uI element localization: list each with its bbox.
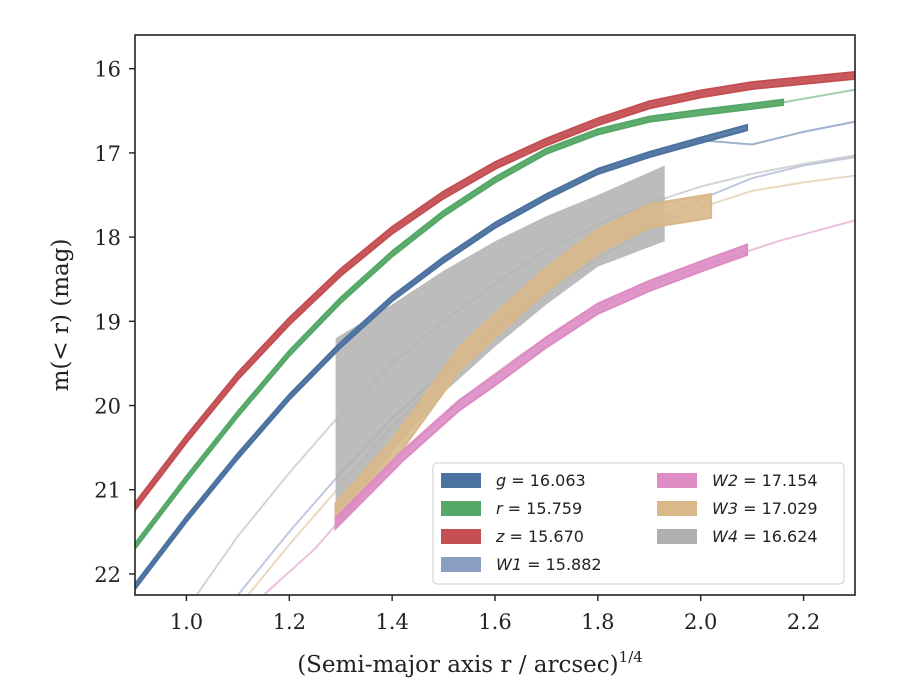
legend-frame: [432, 462, 845, 585]
legend-swatch-w3: [657, 501, 697, 516]
x-tick-label: 1.4: [375, 610, 408, 634]
y-tick-label: 17: [94, 142, 121, 166]
legend-label-z: z = 15.670: [495, 527, 584, 546]
x-tick-label: 1.6: [478, 610, 511, 634]
band-z: [135, 70, 855, 512]
x-tick-label: 2.0: [684, 610, 717, 634]
y-axis-label: m(< r) (mag): [48, 239, 74, 392]
legend-swatch-w4: [657, 529, 697, 544]
legend-label-g: g = 16.063: [496, 471, 586, 490]
legend: g = 16.063 r = 15.759 z = 15.670 W1 = 15.88…: [432, 462, 845, 585]
legend-swatch-w2: [657, 473, 697, 488]
legend-label-w2: W2 = 17.154: [712, 471, 818, 490]
x-tick-label: 2.2: [787, 610, 820, 634]
x-axis-label: (Semi-major axis r / arcsec)1/4: [297, 648, 643, 678]
x-tick-label: 1.2: [273, 610, 306, 634]
band-w3: [334, 192, 713, 530]
legend-label-r: r = 15.759: [496, 499, 582, 518]
legend-label-w3: W3 = 17.029: [712, 499, 818, 518]
y-tick-label: 16: [94, 58, 121, 82]
y-tick-label: 18: [94, 226, 121, 250]
y-tick-label: 22: [94, 563, 121, 587]
x-tick-label: 1.0: [170, 610, 203, 634]
band-w2: [334, 243, 749, 532]
legend-swatch-w1: [441, 557, 481, 572]
y-axis: 16 17 18 19 20 21 22: [94, 58, 135, 587]
y-tick-label: 21: [94, 479, 121, 503]
legend-label-w1: W1 = 15.882: [496, 555, 602, 574]
legend-swatch-g: [441, 473, 481, 488]
band-g: [135, 123, 749, 591]
legend-swatch-z: [441, 529, 481, 544]
y-tick-label: 20: [94, 395, 121, 419]
plot-area: [135, 70, 855, 595]
legend-swatch-r: [441, 501, 481, 516]
y-tick-label: 19: [94, 310, 121, 334]
x-tick-label: 1.8: [581, 610, 614, 634]
legend-label-w4: W4 = 16.624: [712, 527, 818, 546]
x-axis: 1.0 1.2 1.4 1.6 1.8 2.0 2.2: [170, 595, 820, 634]
band-r: [135, 98, 785, 551]
